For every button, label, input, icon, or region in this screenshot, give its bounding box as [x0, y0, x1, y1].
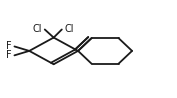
Text: F: F [6, 50, 12, 60]
Text: Cl: Cl [65, 24, 74, 34]
Text: F: F [6, 41, 12, 51]
Text: Cl: Cl [32, 24, 42, 34]
